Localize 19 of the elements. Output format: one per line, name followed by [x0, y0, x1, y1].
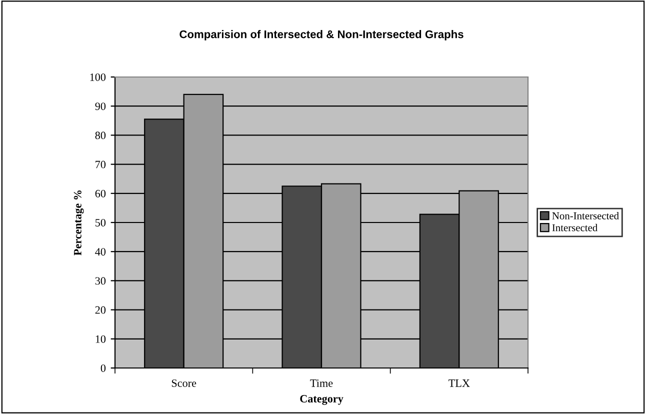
legend-label: Non-Intersected	[552, 212, 619, 220]
y-tick-label: 20	[95, 306, 106, 314]
y-tick-label: 0	[100, 364, 106, 372]
y-tick-label: 70	[96, 160, 106, 168]
y-tick-label: 60	[95, 190, 106, 198]
y-tick-label: 10	[96, 335, 106, 343]
y-tick-label: 80	[95, 132, 106, 140]
legend-label: Intersected	[552, 224, 598, 232]
x-tick-label: Score	[172, 379, 196, 387]
x-tick-label: Time	[310, 379, 333, 387]
y-tick-label: 50	[96, 218, 106, 226]
x-axis-title: Category	[300, 395, 344, 405]
y-axis-title: Percentage %	[74, 190, 84, 256]
chart-title: Comparision of Intersected & Non-Intersected Graphs	[180, 30, 464, 40]
y-tick-label: 40	[95, 248, 106, 256]
y-tick-label: 30	[95, 277, 106, 285]
y-tick-label: 90	[95, 102, 106, 110]
y-tick-label: 100	[90, 73, 106, 81]
x-tick-label: TLX	[448, 380, 470, 387]
